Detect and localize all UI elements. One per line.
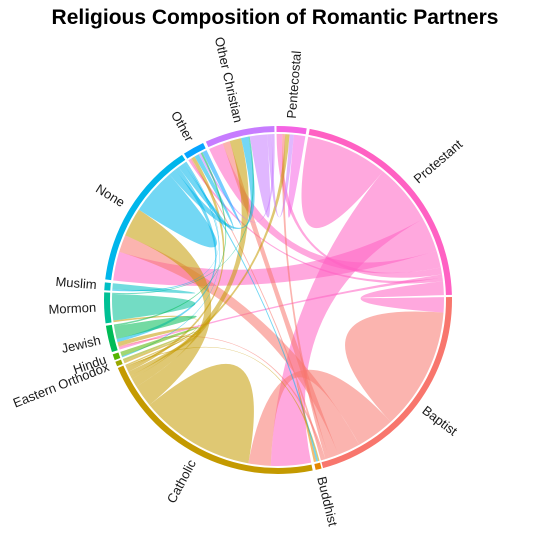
link-mormon-mormon bbox=[112, 293, 196, 321]
link-catholic-mormon bbox=[113, 315, 200, 369]
arc-jewish bbox=[105, 324, 118, 353]
link-none-other-christian bbox=[169, 136, 255, 230]
link-catholic-catholic bbox=[149, 363, 254, 464]
link-jewish-jewish bbox=[114, 315, 197, 339]
link-muslim-muslim bbox=[112, 283, 196, 294]
chart-title: Religious Composition of Romantic Partne… bbox=[51, 6, 499, 29]
link-baptist-other-christian bbox=[222, 141, 339, 458]
links-layer bbox=[112, 134, 444, 467]
link-eastern-orthodox-eastern-orthodox bbox=[122, 330, 201, 362]
arc-buddhist bbox=[314, 462, 322, 470]
arcs-layer bbox=[104, 125, 452, 474]
link-protestant-baptist bbox=[360, 281, 444, 313]
label-baptist: Baptist bbox=[419, 403, 460, 439]
link-buddhist-buddhist bbox=[296, 380, 317, 463]
link-pentecostal-pentecostal bbox=[288, 134, 306, 218]
link-none-none bbox=[138, 174, 217, 248]
label-buddhist: Buddhist bbox=[314, 475, 340, 528]
link-baptist-catholic bbox=[248, 369, 391, 466]
arc-other-christian bbox=[205, 126, 275, 148]
arc-protestant bbox=[308, 128, 452, 296]
link-catholic-jewish bbox=[117, 327, 202, 376]
label-other-christian: Other Christian bbox=[212, 35, 246, 124]
link-baptist-pentecostal bbox=[281, 134, 330, 460]
arc-mormon bbox=[104, 292, 112, 324]
label-muslim: Muslim bbox=[55, 274, 97, 292]
arc-muslim bbox=[104, 282, 111, 291]
label-mormon: Mormon bbox=[48, 300, 96, 317]
label-jewish: Jewish bbox=[60, 332, 102, 356]
link-protestant-protestant bbox=[301, 136, 383, 229]
link-none-other bbox=[178, 154, 234, 231]
label-none: None bbox=[93, 181, 127, 210]
label-pentecostal: Pentecostal bbox=[284, 50, 304, 119]
label-protestant: Protestant bbox=[411, 136, 466, 186]
arc-eastern-orthodox bbox=[115, 359, 123, 367]
link-other-christian-pentecostal bbox=[267, 134, 294, 218]
arc-baptist bbox=[321, 296, 452, 469]
link-other-christian-other-christian bbox=[249, 134, 271, 218]
link-catholic-none bbox=[125, 209, 212, 406]
link-catholic-other bbox=[126, 156, 225, 372]
arc-other bbox=[183, 142, 206, 159]
link-baptist-baptist bbox=[345, 311, 444, 422]
link-hindu-hindu bbox=[120, 326, 200, 357]
label-catholic: Catholic bbox=[164, 457, 199, 506]
label-other: Other bbox=[168, 108, 197, 144]
link-baptist-none bbox=[119, 235, 360, 455]
link-protestant-other-christian bbox=[209, 143, 441, 274]
link-protestant-catholic bbox=[270, 171, 423, 467]
arc-catholic bbox=[117, 365, 313, 474]
link-catholic-eastern-orthodox bbox=[123, 331, 202, 367]
arc-pentecostal bbox=[276, 125, 307, 135]
arc-hindu bbox=[112, 352, 121, 361]
link-other-other bbox=[202, 150, 242, 226]
